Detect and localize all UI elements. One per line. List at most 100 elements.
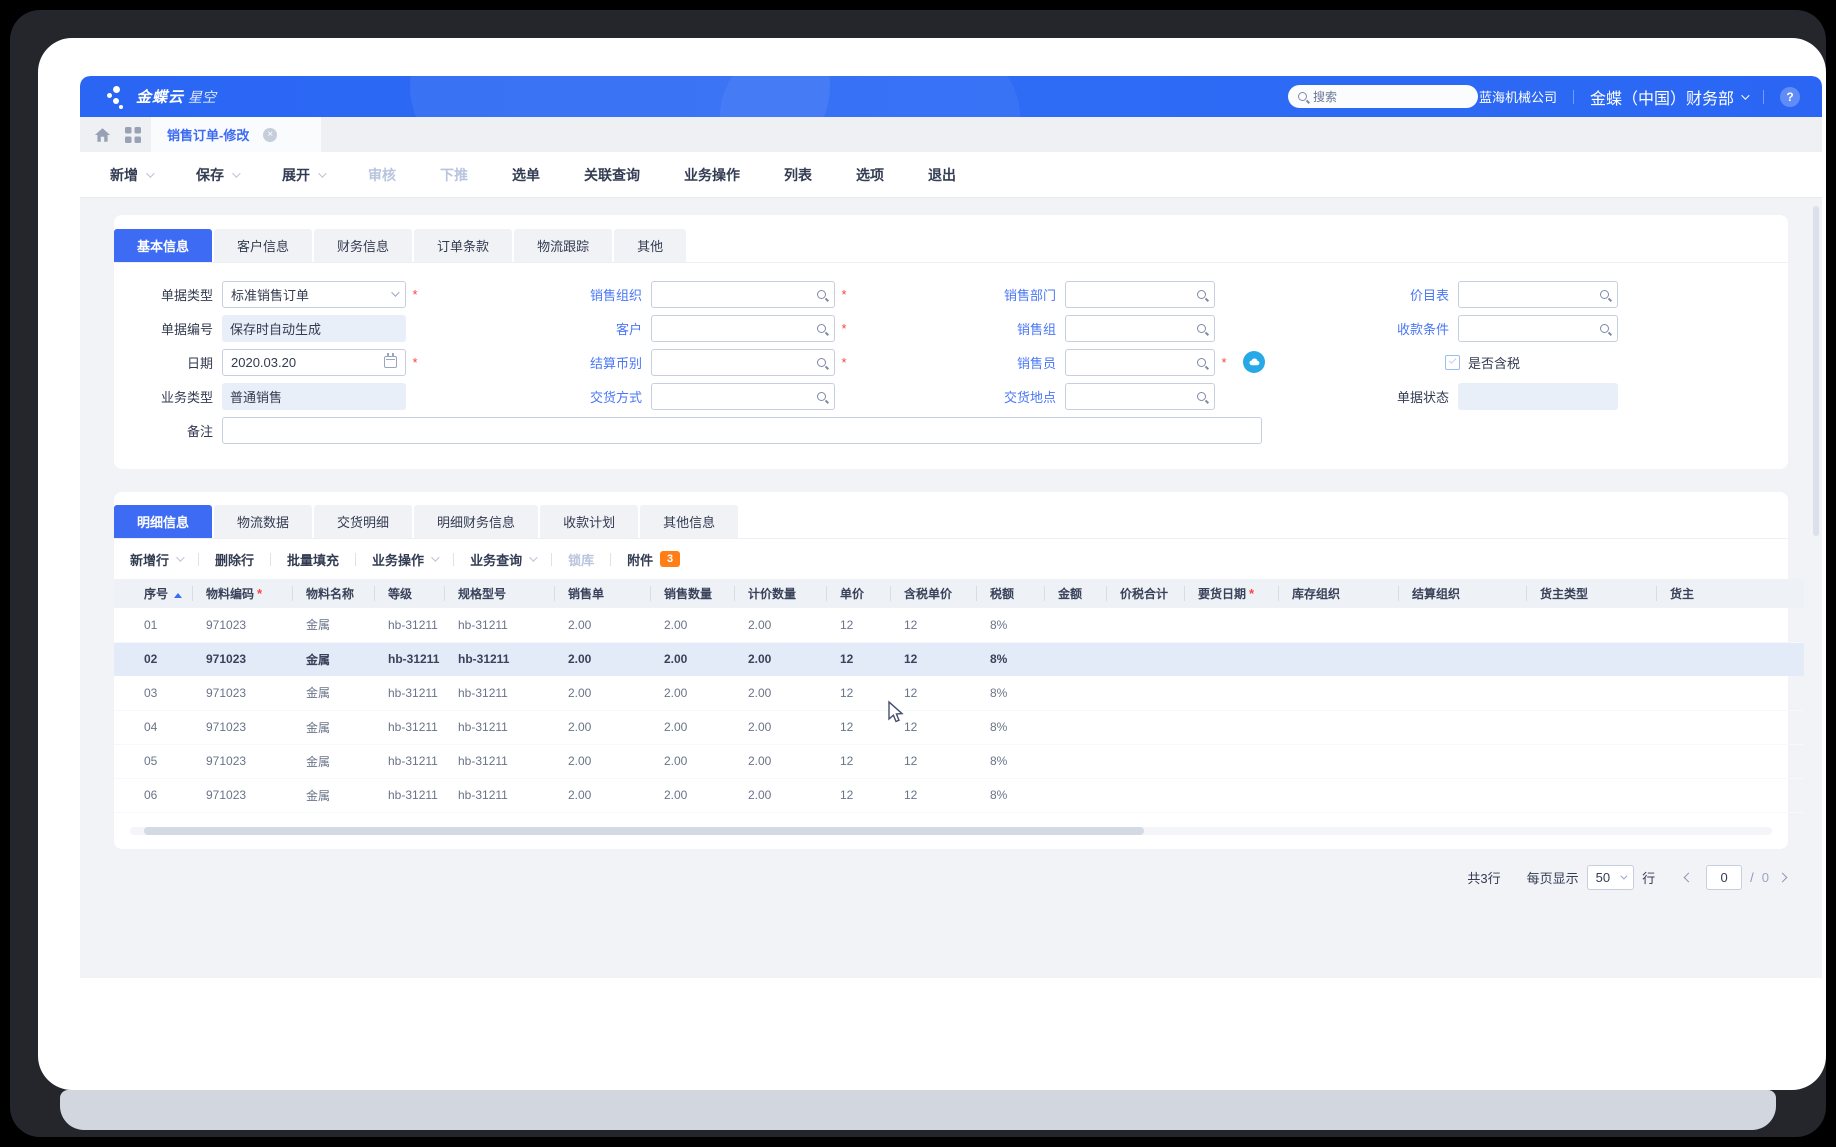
tab-other[interactable]: 其他 xyxy=(614,229,687,262)
column-header[interactable]: 库存组织 xyxy=(1278,579,1398,608)
table-cell[interactable]: 2.00 xyxy=(568,652,592,667)
column-header[interactable]: 计价数量 xyxy=(734,579,826,608)
table-cell[interactable] xyxy=(1526,608,1656,643)
table-cell[interactable]: 2.00 xyxy=(650,608,734,643)
table-cell[interactable] xyxy=(1398,710,1526,745)
tab-logistics-tracking[interactable]: 物流跟踪 xyxy=(514,229,613,262)
per-page-select[interactable]: 50 xyxy=(1586,864,1635,890)
table-cell[interactable]: hb-31211 xyxy=(388,652,440,667)
remark-input[interactable] xyxy=(222,416,1262,444)
price-list-label[interactable]: 价目表 xyxy=(1409,287,1449,303)
table-cell[interactable] xyxy=(1106,778,1184,813)
tab-logistics-data[interactable]: 物流数据 xyxy=(214,505,313,538)
table-cell[interactable]: 04 xyxy=(114,710,192,745)
tab-detail-finance-info[interactable]: 明细财务信息 xyxy=(414,505,539,538)
table-cell[interactable] xyxy=(1106,608,1184,643)
cloud-assistant-icon[interactable] xyxy=(1243,351,1265,373)
page-number-input[interactable]: 0 xyxy=(1706,864,1743,890)
table-row[interactable]: 06 971023 金属 hb-31211 hb-31211 2.00 2.00 2.00 12… xyxy=(114,778,1804,813)
table-cell[interactable]: 971023 xyxy=(192,710,292,745)
payment-terms-label[interactable]: 收款条件 xyxy=(1396,321,1449,337)
column-header[interactable]: 金额 xyxy=(1044,579,1106,608)
delivery-place-label[interactable]: 交货地点 xyxy=(1003,389,1056,405)
table-cell[interactable]: hb-31211 xyxy=(374,676,444,711)
table-cell[interactable]: 金属 xyxy=(292,676,374,711)
table-cell[interactable] xyxy=(1398,676,1526,711)
table-cell[interactable]: hb-31211 xyxy=(444,676,554,711)
table-cell[interactable] xyxy=(1656,642,1804,676)
column-header[interactable]: 序号 xyxy=(114,579,192,608)
table-cell[interactable]: 8% xyxy=(976,744,1044,779)
table-cell[interactable] xyxy=(1656,744,1804,779)
table-cell[interactable]: hb-31211 xyxy=(458,652,510,667)
next-page-icon[interactable] xyxy=(1777,872,1788,882)
column-header[interactable]: 税额 xyxy=(976,579,1044,608)
global-search-input[interactable]: 搜索 xyxy=(1288,85,1478,108)
attachment-button[interactable]: 附件 3 xyxy=(627,550,681,569)
table-cell[interactable]: 2.00 xyxy=(734,744,826,779)
table-cell[interactable]: 971023 xyxy=(192,744,292,779)
column-header[interactable]: 价税合计 xyxy=(1106,579,1184,608)
table-cell[interactable] xyxy=(1044,642,1106,676)
table-cell[interactable] xyxy=(1184,778,1278,813)
table-cell[interactable] xyxy=(1526,744,1656,779)
tab-receipt-plan[interactable]: 收款计划 xyxy=(540,505,639,538)
table-cell[interactable]: 2.00 xyxy=(734,608,826,643)
table-cell[interactable]: 12 xyxy=(826,744,890,779)
table-cell[interactable] xyxy=(1398,608,1526,643)
user-org-dropdown[interactable]: 金蝶（中国）财务部 xyxy=(1590,85,1750,109)
toolbar-button-exit[interactable]: 退出 xyxy=(928,166,956,183)
table-cell[interactable]: 12 xyxy=(890,710,976,745)
table-cell[interactable] xyxy=(1656,676,1804,711)
table-cell[interactable]: 8% xyxy=(976,710,1044,745)
vertical-scrollbar-thumb[interactable] xyxy=(1813,206,1819,536)
column-header[interactable]: 物料编码 * xyxy=(192,579,292,608)
table-cell[interactable] xyxy=(1656,608,1804,643)
table-cell[interactable] xyxy=(1398,642,1526,676)
table-cell[interactable] xyxy=(1044,676,1106,711)
apps-grid-icon[interactable] xyxy=(125,126,141,143)
sales-group-field[interactable] xyxy=(1065,314,1215,342)
table-cell[interactable] xyxy=(1278,642,1398,676)
table-cell[interactable] xyxy=(1184,642,1278,676)
table-cell[interactable]: 2.00 xyxy=(734,710,826,745)
table-cell[interactable] xyxy=(1278,676,1398,711)
table-cell[interactable] xyxy=(1526,642,1656,676)
table-cell[interactable] xyxy=(1278,710,1398,745)
table-cell[interactable]: 12 xyxy=(890,608,976,643)
delivery-method-label[interactable]: 交货方式 xyxy=(589,389,642,405)
table-cell[interactable]: 金属 xyxy=(292,744,374,779)
table-cell[interactable]: 8% xyxy=(976,608,1044,643)
salesman-field[interactable] xyxy=(1065,348,1215,376)
table-cell[interactable]: 2.00 xyxy=(748,652,772,667)
tab-finance-info[interactable]: 财务信息 xyxy=(314,229,413,262)
table-cell[interactable]: 12 xyxy=(904,652,918,667)
table-row[interactable]: 02 971023 金属 hb-31211 hb-31211 2.00 2.00 2.00 12… xyxy=(114,642,1804,676)
column-header[interactable]: 结算组织 xyxy=(1398,579,1526,608)
table-cell[interactable] xyxy=(1044,778,1106,813)
table-cell[interactable]: 2.00 xyxy=(650,744,734,779)
table-cell[interactable]: 971023 xyxy=(192,608,292,643)
table-cell[interactable]: 2.00 xyxy=(664,652,688,667)
column-header[interactable]: 单价 xyxy=(826,579,890,608)
table-row[interactable]: 01 971023 金属 hb-31211 hb-31211 2.00 2.00 2.00 12… xyxy=(114,608,1804,643)
table-cell[interactable]: hb-31211 xyxy=(444,710,554,745)
table-cell[interactable]: 2.00 xyxy=(554,778,650,813)
table-cell[interactable] xyxy=(1044,608,1106,643)
table-cell[interactable]: 2.00 xyxy=(554,744,650,779)
table-cell[interactable]: hb-31211 xyxy=(444,778,554,813)
table-cell[interactable]: 金属 xyxy=(306,652,331,667)
table-cell[interactable] xyxy=(1526,710,1656,745)
table-cell[interactable]: 12 xyxy=(890,744,976,779)
table-cell[interactable] xyxy=(1106,676,1184,711)
customer-label[interactable]: 客户 xyxy=(615,321,642,337)
table-cell[interactable]: hb-31211 xyxy=(374,608,444,643)
table-cell[interactable]: hb-31211 xyxy=(374,744,444,779)
table-cell[interactable] xyxy=(1106,642,1184,676)
table-cell[interactable] xyxy=(1278,744,1398,779)
sales-org-label[interactable]: 销售组织 xyxy=(589,287,642,303)
delivery-method-field[interactable] xyxy=(651,382,835,410)
tax-included-checkbox[interactable] xyxy=(1445,354,1460,370)
column-header[interactable]: 销售单 xyxy=(554,579,650,608)
column-header[interactable]: 销售数量 xyxy=(650,579,734,608)
